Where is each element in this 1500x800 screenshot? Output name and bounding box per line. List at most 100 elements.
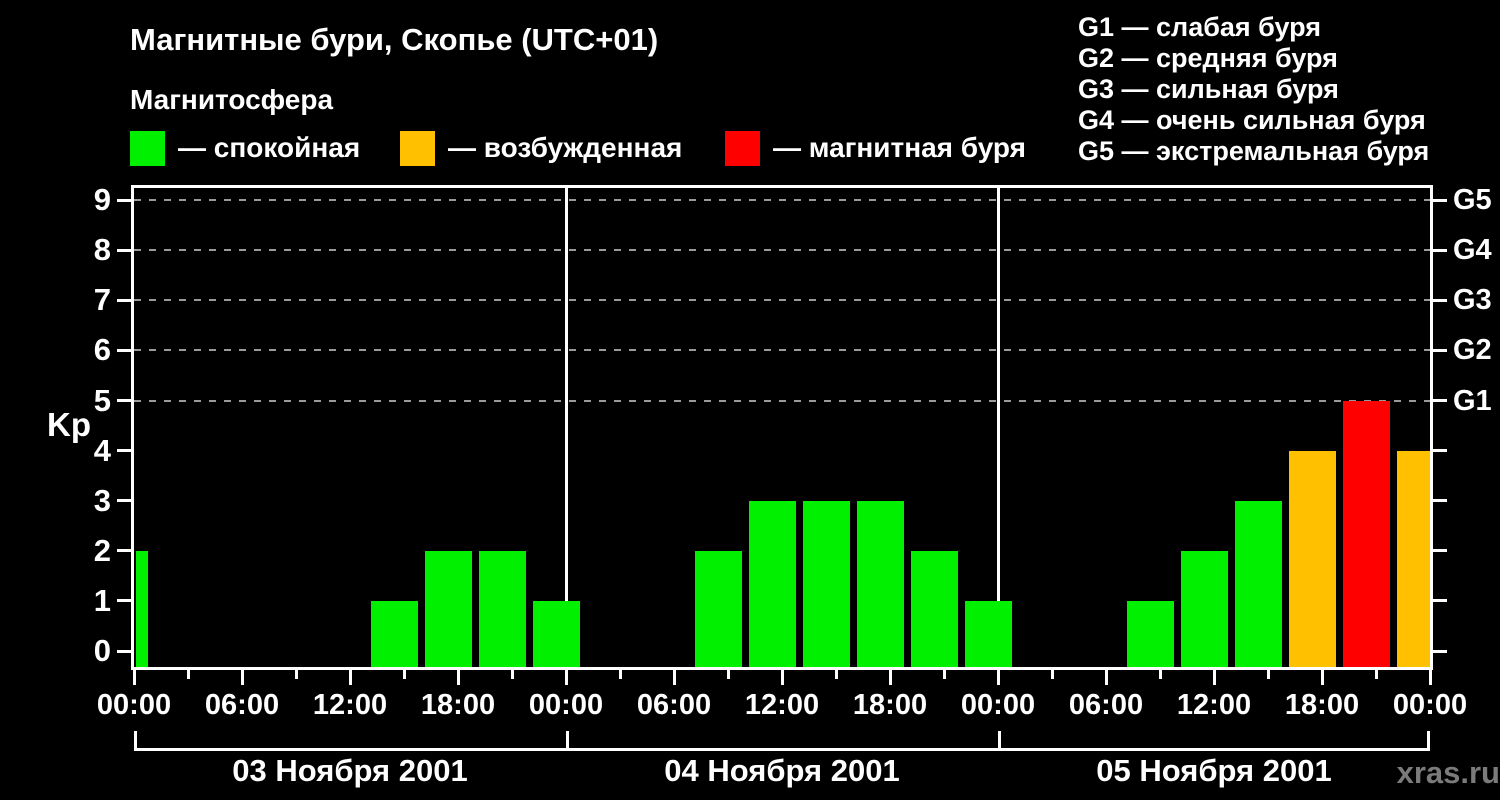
legend-item-excited: — возбужденная xyxy=(400,130,682,166)
y-tick-label: 0 xyxy=(93,633,111,668)
g-scale-legend: G1 — слабая буря G2 — средняя буря G3 — си… xyxy=(1078,12,1429,167)
x-tick-major xyxy=(672,670,676,685)
plot-border-right xyxy=(1430,185,1433,670)
x-time-label: 06:00 xyxy=(1068,689,1144,721)
y-tick-label: 4 xyxy=(93,432,111,468)
x-tick-major xyxy=(888,670,892,685)
x-time-label: 00:00 xyxy=(1392,689,1468,721)
x-time-label: 00:00 xyxy=(96,689,172,721)
x-tick-minor xyxy=(834,670,838,679)
y-tick-right xyxy=(1433,198,1447,202)
date-label: 04 Ноября 2001 xyxy=(664,753,900,788)
legend-label-excited: — возбужденная xyxy=(448,132,683,163)
kp-bar xyxy=(911,550,958,667)
kp-bar xyxy=(1397,450,1430,667)
x-tick-minor xyxy=(1266,670,1270,679)
x-time-label: 18:00 xyxy=(420,689,496,721)
y-tick-left xyxy=(117,198,131,202)
watermark: xras.ru xyxy=(1396,755,1500,790)
y-tick-left xyxy=(117,399,131,402)
kp-bar xyxy=(749,500,796,667)
x-tick-minor xyxy=(1158,670,1162,679)
y-tick-label: 9 xyxy=(93,182,111,218)
y-tick-right xyxy=(1433,399,1447,402)
y-tick-left xyxy=(117,449,131,453)
kp-bar xyxy=(803,500,850,667)
y-tick-label: 3 xyxy=(93,482,111,518)
x-time-label: 06:00 xyxy=(636,689,712,721)
kp-bar xyxy=(371,600,418,667)
x-time-label: 06:00 xyxy=(204,689,280,721)
kp-bar xyxy=(136,550,148,667)
y-tick-right xyxy=(1433,549,1447,553)
x-time-label: 12:00 xyxy=(1176,689,1252,721)
x-tick-major xyxy=(1320,670,1324,685)
x-tick-major xyxy=(1104,670,1108,685)
kp-bar xyxy=(479,550,526,667)
g-level-label: G5 xyxy=(1453,184,1492,217)
x-time-label: 12:00 xyxy=(312,689,388,721)
kp-bar xyxy=(857,500,904,667)
g-legend-line: G1 — слабая буря xyxy=(1078,12,1322,42)
x-tick-major xyxy=(1428,670,1432,685)
chart-title: Магнитные бури, Скопье (UTC+01) xyxy=(130,22,659,57)
plot-border-bottom xyxy=(131,667,1433,670)
kp-bar xyxy=(425,550,472,667)
gridline-kp8 xyxy=(134,249,1430,252)
day-separator xyxy=(565,188,568,667)
date-bracket-tick xyxy=(1427,731,1430,751)
y-tick-label: 5 xyxy=(93,382,111,418)
chart-subtitle: Магнитосфера xyxy=(130,84,334,115)
x-tick-minor xyxy=(402,670,406,679)
plot-border-top xyxy=(131,185,1433,188)
x-tick-minor xyxy=(726,670,730,679)
y-tick-left xyxy=(117,599,131,603)
y-tick-label: 8 xyxy=(93,232,111,268)
x-time-label: 18:00 xyxy=(852,689,928,721)
x-tick-major xyxy=(240,670,244,685)
x-tick-major xyxy=(996,670,1000,685)
g-legend-line: G2 — средняя буря xyxy=(1078,43,1338,73)
y-tick-left xyxy=(117,499,131,503)
date-bracket-tick xyxy=(134,731,137,751)
x-tick-major xyxy=(132,670,136,685)
y-axis-title: Kp xyxy=(47,406,91,443)
y-tick-left xyxy=(117,298,131,302)
x-time-label: 00:00 xyxy=(528,689,604,721)
plot-area xyxy=(134,188,1430,667)
kp-bar xyxy=(1289,450,1336,667)
kp-bar xyxy=(533,600,580,667)
legend-swatch-quiet xyxy=(130,130,165,166)
date-bracket-line xyxy=(134,748,1430,751)
gridline-kp9 xyxy=(134,199,1430,202)
x-tick-minor xyxy=(510,670,514,679)
kp-bar xyxy=(1181,550,1228,667)
gridline-kp6 xyxy=(134,349,1430,352)
x-time-label: 00:00 xyxy=(960,689,1036,721)
g-level-label: G3 xyxy=(1453,284,1492,317)
x-tick-major xyxy=(456,670,460,685)
y-tick-left xyxy=(117,348,131,352)
g-legend-line: G5 — экстремальная буря xyxy=(1078,136,1430,166)
y-tick-right xyxy=(1433,248,1447,252)
date-bracket-tick xyxy=(566,731,569,751)
gridline-kp5 xyxy=(134,399,1430,402)
kp-bar xyxy=(1343,400,1390,667)
x-tick-major xyxy=(564,670,568,685)
y-tick-right xyxy=(1433,599,1447,603)
date-label: 03 Ноября 2001 xyxy=(232,753,468,788)
y-tick-right xyxy=(1433,298,1447,302)
x-time-label: 12:00 xyxy=(744,689,820,721)
day-separator xyxy=(997,188,1000,667)
legend-swatch-storm xyxy=(725,130,760,166)
kp-bar xyxy=(965,600,1012,667)
x-tick-minor xyxy=(294,670,298,679)
x-tick-major xyxy=(780,670,784,685)
x-tick-major xyxy=(1212,670,1216,685)
date-label: 05 Ноября 2001 xyxy=(1096,753,1332,788)
y-tick-right xyxy=(1433,348,1447,352)
g-level-label: G1 xyxy=(1453,384,1492,417)
kp-bar xyxy=(695,550,742,667)
legend-label-quiet: — спокойная xyxy=(178,132,361,163)
plot-border-left xyxy=(131,185,134,670)
